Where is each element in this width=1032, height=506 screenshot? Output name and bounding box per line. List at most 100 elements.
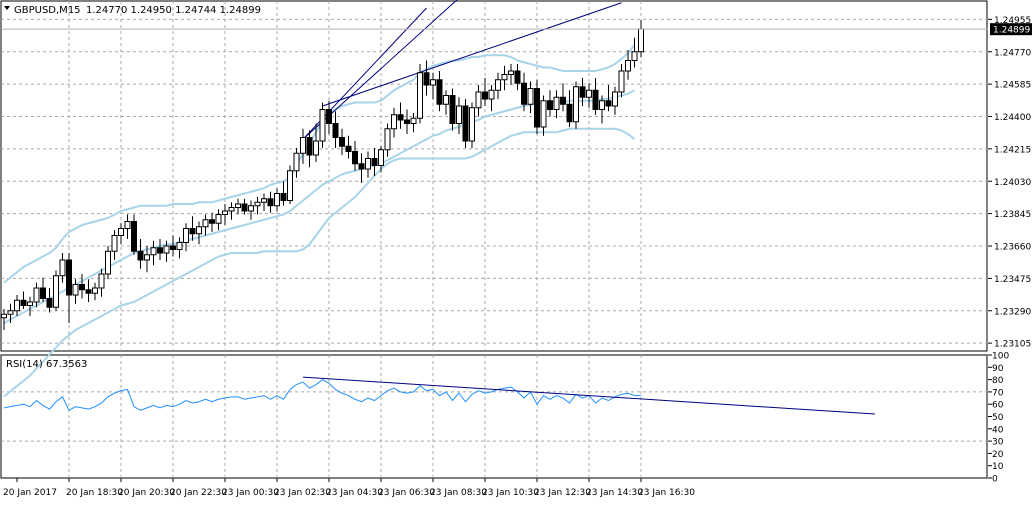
candle <box>339 128 345 155</box>
main-grid <box>1 1 988 351</box>
candle <box>553 90 560 119</box>
candle-body-down <box>404 119 410 124</box>
candle-body-up <box>111 235 118 252</box>
candle <box>547 90 553 117</box>
candle-body-down <box>306 137 313 156</box>
candle <box>92 282 98 301</box>
rsi-tick-label: 40 <box>992 425 1004 435</box>
candle <box>20 291 27 309</box>
rsi-tick-label: 60 <box>992 401 1004 411</box>
candle-body-up <box>222 210 228 215</box>
y-tick-label: 1.23105 <box>994 340 1031 350</box>
candle-body-up <box>573 86 579 123</box>
candle-body-up <box>501 74 508 81</box>
candle-body-down <box>482 91 488 100</box>
candle-body-up <box>176 242 183 250</box>
candle <box>618 64 625 98</box>
rsi-tick-label: 70 <box>992 388 1004 398</box>
candle <box>534 79 540 134</box>
candle-body-up <box>53 275 59 308</box>
candle <box>332 111 339 148</box>
price-axis: 1.24955 1.24770 1.24585 1.24400 1.24215 1.240… <box>988 16 1031 350</box>
candle-body-up <box>235 203 241 208</box>
y-tick-label: 1.24215 <box>994 145 1031 155</box>
candle <box>215 209 222 231</box>
x-tick-label: 20 Jan 22:30 <box>170 488 227 498</box>
candle <box>196 221 202 245</box>
rsi-tick-label: 90 <box>992 364 1004 374</box>
candle-body-down <box>189 228 196 235</box>
candle-body-down <box>358 163 365 170</box>
candle <box>124 214 131 239</box>
candle-body-down <box>514 70 521 84</box>
candle-body-up <box>274 193 280 207</box>
candle-body-down <box>137 250 144 261</box>
candle-body-up <box>33 287 40 303</box>
candle-body-up <box>254 201 261 207</box>
x-tick-label: 23 Jan 06:30 <box>378 488 435 498</box>
candle-body-up <box>612 91 618 107</box>
candle <box>85 279 92 302</box>
y-tick-label: 1.24400 <box>994 113 1031 123</box>
candle-body-down <box>280 193 287 201</box>
candle <box>371 148 378 176</box>
bollinger-lower <box>3 127 636 398</box>
x-tick-label: 23 Jan 00:30 <box>222 488 279 498</box>
candle-body-up <box>248 205 254 212</box>
candle-body-up <box>261 198 267 203</box>
x-tick-label: 20 Jan 2017 <box>3 488 57 498</box>
candle-body-down <box>326 109 332 124</box>
candle <box>222 204 228 225</box>
y-tick-label: 1.24955 <box>994 16 1031 26</box>
candle-body-up <box>98 273 105 289</box>
menu-triangle-icon[interactable] <box>4 6 10 10</box>
rsi-tick-label: 50 <box>992 413 1004 423</box>
candle-body-up <box>183 228 189 243</box>
candle-body-up <box>508 70 514 75</box>
candle-body-down <box>579 86 586 98</box>
candle-body-down <box>462 105 469 142</box>
candle-body-up <box>1 313 7 319</box>
candle-body-up <box>430 79 436 86</box>
candle-body-down <box>170 245 176 250</box>
candle-body-up <box>150 247 157 256</box>
y-tick-label: 1.24585 <box>994 81 1031 91</box>
candle <box>40 277 46 302</box>
candle <box>378 146 384 173</box>
y-tick-label: 1.23290 <box>994 307 1031 317</box>
candle-body-down <box>40 287 46 299</box>
candle-body-down <box>332 123 339 138</box>
price-trendline <box>302 0 458 140</box>
candle <box>508 64 514 85</box>
candle <box>46 288 53 313</box>
candle-body-down <box>534 88 540 128</box>
candle-body-up <box>443 95 449 105</box>
candle-body-up <box>118 228 124 236</box>
x-tick-label: 20 Jan 20:30 <box>118 488 175 498</box>
candle <box>209 212 215 232</box>
candle <box>443 90 449 115</box>
y-tick-label: 1.23475 <box>994 275 1031 285</box>
candle <box>176 237 183 259</box>
candle-body-down <box>352 151 358 165</box>
candle-body-down <box>605 100 612 107</box>
price-trendline <box>322 2 622 107</box>
candle <box>540 95 547 136</box>
candle <box>300 128 306 164</box>
candle-body-up <box>488 89 495 100</box>
candle-body-down <box>46 298 53 308</box>
candle <box>579 78 586 106</box>
candle-body-up <box>196 226 202 235</box>
candle-body-up <box>287 170 293 201</box>
rsi-grid <box>1 355 988 478</box>
rsi-tick-label: 0 <box>992 475 998 485</box>
candle-body-down <box>345 145 352 152</box>
candle-body-down <box>521 82 527 105</box>
candle <box>345 135 352 159</box>
candle-body-up <box>475 91 482 109</box>
x-tick-label: 23 Jan 14:30 <box>586 488 643 498</box>
candle-body-down <box>423 72 430 86</box>
candle-body-up <box>293 152 300 172</box>
